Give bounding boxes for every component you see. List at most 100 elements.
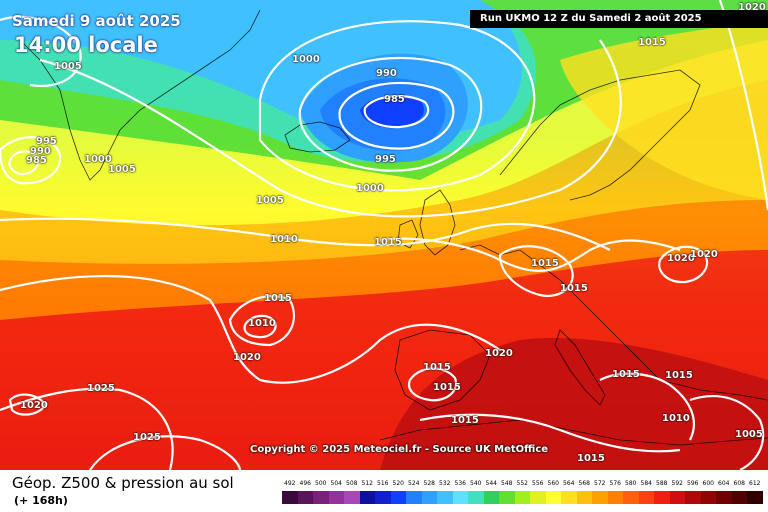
band-core-low	[360, 94, 424, 129]
scale-swatch	[747, 491, 763, 504]
scale-label: 568	[578, 480, 590, 487]
scale-label: 608	[733, 480, 745, 487]
scale-label: 528	[423, 480, 435, 487]
isobar-label: 1010	[270, 234, 298, 245]
scale-cell: 520	[390, 478, 406, 504]
scale-swatch	[638, 491, 654, 504]
isobar-label: 1005	[54, 61, 82, 72]
scale-label: 612	[749, 480, 761, 487]
uk-coast	[419, 189, 456, 256]
scale-label: 500	[315, 480, 327, 487]
isobar-greenland-995	[0, 136, 62, 185]
scale-swatch	[576, 491, 592, 504]
scale-swatch	[607, 491, 623, 504]
isobar-label: 1025	[87, 383, 115, 394]
isobar-label: 1020	[667, 253, 695, 264]
scale-label: 576	[609, 480, 621, 487]
isobar-low-1000	[258, 20, 536, 192]
isobar-label: 1020	[690, 249, 718, 260]
scale-swatch	[375, 491, 391, 504]
band-scandinavia-yellow	[560, 20, 768, 200]
isobar-label: 985	[384, 94, 405, 105]
scale-label: 540	[470, 480, 482, 487]
scale-swatch	[390, 491, 406, 504]
isobar-label: 1015	[433, 382, 461, 393]
scale-cell: 508	[344, 478, 360, 504]
isobar-1010-cell	[243, 314, 277, 339]
isobar-label: 1020	[738, 2, 766, 13]
scale-cell: 584	[638, 478, 654, 504]
isobar-label: 1010	[248, 318, 276, 329]
isobar-label: 1005	[735, 429, 763, 440]
scale-cell: 600	[700, 478, 716, 504]
isobar-label: 1025	[133, 432, 161, 443]
iceland-coast	[284, 121, 351, 153]
scale-cell: 532	[437, 478, 453, 504]
scale-label: 600	[702, 480, 714, 487]
scale-swatch	[421, 491, 437, 504]
isobar-label: 990	[30, 146, 51, 157]
scale-label: 504	[330, 480, 342, 487]
scale-cell: 608	[731, 478, 747, 504]
isobar-label: 1015	[423, 362, 451, 373]
isobar-1005	[39, 39, 622, 218]
isobar-1015-iberia	[407, 367, 458, 402]
scale-swatch	[685, 491, 701, 504]
scale-swatch	[499, 491, 515, 504]
scale-swatch	[731, 491, 747, 504]
scale-swatch	[545, 491, 561, 504]
isobar-1025-b	[89, 435, 242, 470]
scale-swatch	[623, 491, 639, 504]
isobar-low-990	[338, 81, 455, 150]
isobar-label: 1010	[662, 413, 690, 424]
scale-label: 508	[346, 480, 358, 487]
isobar-label: 995	[36, 136, 57, 147]
isobar-label: 1015	[612, 369, 640, 380]
footer-subtitle: (+ 168h)	[14, 494, 68, 507]
isobar-1010	[0, 217, 611, 251]
scale-cell: 536	[452, 478, 468, 504]
forecast-date: Samedi 9 août 2025	[12, 12, 181, 30]
scale-label: 512	[361, 480, 373, 487]
isobar-label: 1015	[264, 293, 292, 304]
scale-label: 604	[718, 480, 730, 487]
isobar-1020-west	[0, 274, 501, 384]
scale-label: 580	[625, 480, 637, 487]
scale-label: 524	[408, 480, 420, 487]
copyright: Copyright © 2025 Meteociel.fr - Source U…	[250, 444, 549, 455]
scale-cell: 516	[375, 478, 391, 504]
isobar-label: 1020	[485, 348, 513, 359]
scale-label: 492	[284, 480, 296, 487]
scale-cell: 500	[313, 478, 329, 504]
scale-cell: 556	[530, 478, 546, 504]
scale-label: 548	[501, 480, 513, 487]
africa-coast	[379, 419, 768, 446]
scale-cell: 596	[685, 478, 701, 504]
scale-cell: 580	[623, 478, 639, 504]
europe-coast	[459, 244, 768, 401]
weather-map	[0, 0, 768, 470]
isobar-europe-1015	[498, 245, 574, 298]
scale-label: 560	[547, 480, 559, 487]
scale-swatch	[483, 491, 499, 504]
scale-cell: 552	[514, 478, 530, 504]
scale-label: 596	[687, 480, 699, 487]
isobar-1015-east	[599, 372, 695, 441]
isobar-label: 1015	[560, 283, 588, 294]
isobar-1015-a	[379, 237, 681, 272]
isobar-label: 1005	[108, 164, 136, 175]
isobar-label: 1015	[374, 237, 402, 248]
isobar-label: 990	[376, 68, 397, 79]
scale-swatch	[282, 491, 298, 504]
scale-swatch	[592, 491, 608, 504]
scale-label: 536	[454, 480, 466, 487]
scale-swatch	[406, 491, 422, 504]
color-scale: 492 496 500 504 508 512 516 520 524 528 532 536 540 5…	[282, 478, 763, 504]
isobar-1015-b	[228, 295, 295, 347]
scale-label: 592	[671, 480, 683, 487]
scale-label: 544	[485, 480, 497, 487]
scale-cell: 540	[468, 478, 484, 504]
scale-swatch	[297, 491, 313, 504]
isobar-label: 1000	[356, 183, 384, 194]
